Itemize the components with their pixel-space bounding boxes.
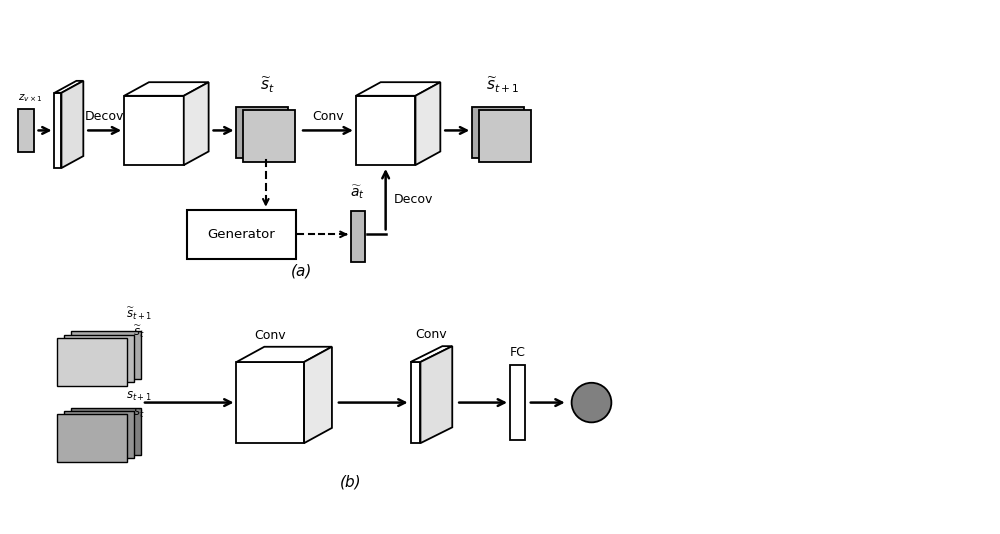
Text: $\widetilde{s}_{t+1}$: $\widetilde{s}_{t+1}$ [126, 306, 152, 323]
Text: $\widetilde{s}_t$: $\widetilde{s}_t$ [260, 75, 275, 95]
Circle shape [572, 383, 611, 422]
Text: Conv: Conv [254, 329, 286, 342]
Polygon shape [243, 110, 295, 162]
Polygon shape [415, 82, 440, 165]
Polygon shape [61, 81, 83, 168]
Polygon shape [479, 110, 531, 162]
Text: Decov: Decov [85, 109, 124, 122]
Polygon shape [124, 96, 184, 165]
Polygon shape [304, 347, 332, 443]
Polygon shape [472, 107, 524, 158]
Polygon shape [124, 82, 209, 96]
Text: $s_t$: $s_t$ [133, 407, 145, 420]
Polygon shape [351, 210, 365, 262]
Text: FC: FC [509, 345, 525, 358]
Text: $z_{v\times 1}$: $z_{v\times 1}$ [18, 92, 42, 104]
Text: $\widetilde{a}_t$: $\widetilde{a}_t$ [350, 183, 365, 201]
Polygon shape [64, 411, 134, 459]
Polygon shape [184, 82, 209, 165]
Polygon shape [57, 338, 127, 386]
Text: $s_{t+1}$: $s_{t+1}$ [126, 389, 152, 403]
Text: Decov: Decov [394, 193, 433, 206]
Polygon shape [510, 365, 525, 439]
Polygon shape [57, 414, 127, 462]
Polygon shape [236, 347, 332, 362]
Polygon shape [236, 107, 288, 158]
Polygon shape [420, 346, 452, 443]
Text: $\widetilde{s}_t$: $\widetilde{s}_t$ [133, 324, 145, 340]
Polygon shape [411, 362, 420, 443]
Text: Generator: Generator [208, 228, 275, 241]
Text: Conv: Conv [312, 109, 344, 122]
Polygon shape [71, 331, 141, 379]
Polygon shape [54, 93, 61, 168]
Polygon shape [356, 82, 440, 96]
Text: (b): (b) [340, 475, 362, 490]
Polygon shape [236, 362, 304, 443]
Text: $\widetilde{s}_{t+1}$: $\widetilde{s}_{t+1}$ [486, 75, 520, 95]
Polygon shape [187, 210, 296, 259]
Text: (a): (a) [290, 264, 312, 279]
Polygon shape [54, 81, 83, 93]
Polygon shape [18, 108, 34, 152]
Polygon shape [64, 335, 134, 382]
Text: Conv: Conv [416, 328, 447, 341]
Polygon shape [411, 346, 452, 362]
Polygon shape [356, 96, 415, 165]
Polygon shape [71, 407, 141, 455]
